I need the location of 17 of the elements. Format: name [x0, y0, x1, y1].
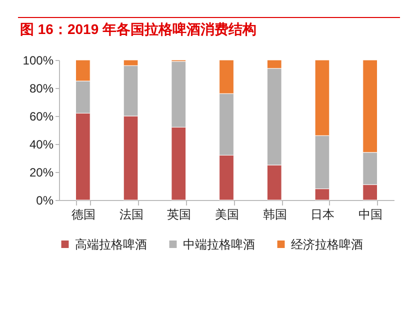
- x-tick-label: 英国: [167, 208, 192, 222]
- y-tick-label: 0%: [36, 194, 54, 208]
- legend-label: 中端拉格啤酒: [183, 237, 255, 252]
- x-tick-label: 日本: [310, 208, 335, 222]
- y-tick-label: 20%: [29, 166, 54, 180]
- chart-title: 图 16：2019 年各国拉格啤酒消费结构: [20, 21, 256, 39]
- legend-label: 高端拉格啤酒: [75, 237, 147, 252]
- y-tick-label: 100%: [22, 54, 54, 68]
- x-tick-label: 德国: [71, 208, 96, 222]
- y-tick-label: 60%: [29, 110, 54, 124]
- y-tick-label: 80%: [29, 82, 54, 96]
- x-tick-label: 美国: [215, 208, 239, 222]
- y-tick-label: 40%: [29, 138, 54, 152]
- x-tick-label: 中国: [358, 208, 383, 222]
- x-tick-label: 韩国: [262, 208, 287, 222]
- x-tick-label: 法国: [119, 208, 144, 222]
- legend-label: 经济拉格啤酒: [291, 237, 363, 252]
